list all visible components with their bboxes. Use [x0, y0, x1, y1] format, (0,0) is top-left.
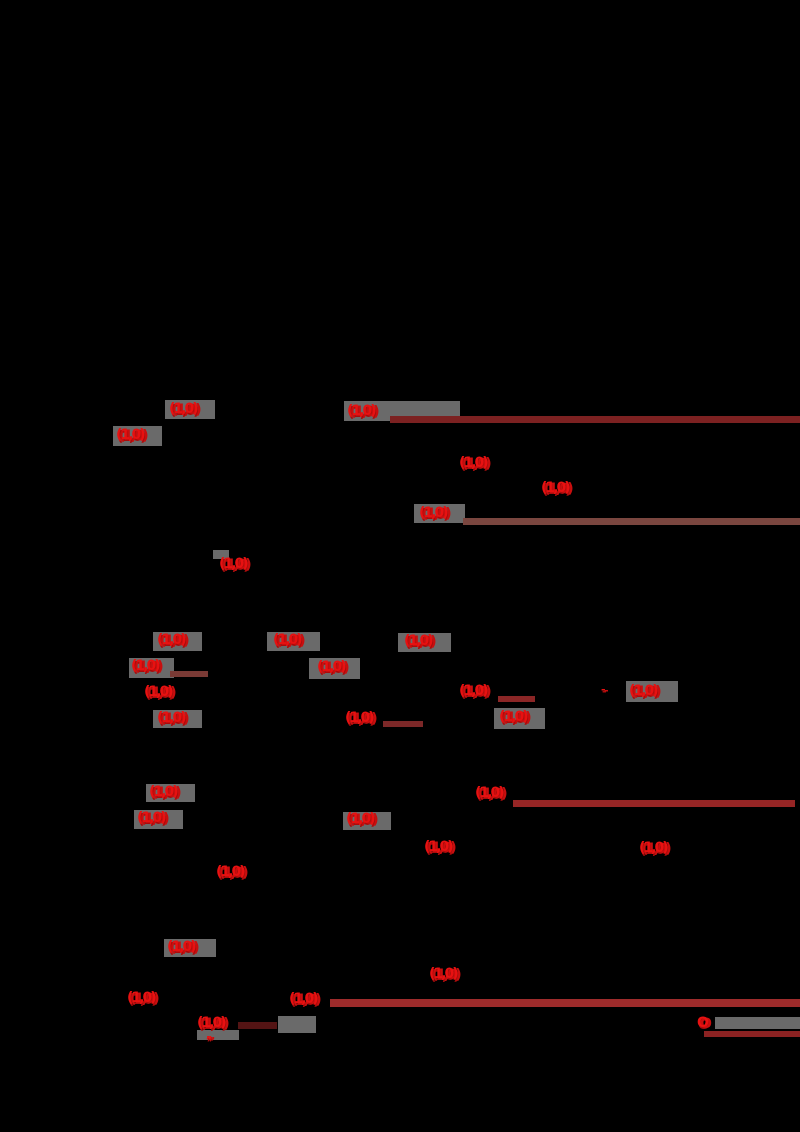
highlight-box: [197, 1030, 239, 1040]
coord-label: (1,0): [429, 966, 459, 982]
coord-label: (1,0): [273, 632, 303, 648]
rule-line: [463, 518, 800, 525]
highlight-box: [414, 504, 465, 523]
coord-label: (1,0): [116, 427, 146, 443]
highlight-box: [213, 550, 229, 559]
coord-label: (1,0): [639, 840, 669, 856]
highlight-box: [153, 710, 202, 728]
coord-label: (1,0): [419, 505, 449, 521]
rule-line: [513, 800, 795, 807]
coord-label: (1,0): [137, 810, 167, 826]
highlight-box: [146, 784, 195, 802]
highlight-box: [267, 632, 320, 651]
coord-label: (1,0): [216, 864, 246, 880]
coord-label: (1,0): [127, 990, 157, 1006]
rule-line: [170, 671, 208, 677]
rule-line: [330, 999, 800, 1007]
coord-label: (1,0): [347, 403, 377, 419]
highlight-box: [129, 658, 174, 678]
coord-label: (1,0): [499, 709, 529, 725]
coord-label: (1,0): [459, 455, 489, 471]
coord-label: (1,0): [459, 683, 489, 699]
coord-label: (1,0): [404, 633, 434, 649]
highlight-box: [153, 632, 202, 651]
coord-label: (1,0): [475, 785, 505, 801]
coord-label: (1,0): [157, 632, 187, 648]
coord-label: (1,0): [219, 556, 249, 572]
label-fragment: ,,: [206, 1028, 213, 1041]
coord-label: (1,0): [346, 811, 376, 827]
highlight-box: [309, 658, 360, 679]
highlight-box: [626, 681, 678, 702]
coord-label: (1,0): [149, 784, 179, 800]
highlight-box: [134, 810, 183, 829]
coord-label: (1,0): [541, 480, 571, 496]
rule-line: [498, 696, 535, 702]
coord-label: (1,0): [157, 710, 187, 726]
coord-label: (1,0): [317, 659, 347, 675]
coord-label: (1,0): [131, 658, 161, 674]
highlight-box: [715, 1017, 800, 1029]
coord-label: (1,0): [345, 710, 375, 726]
coord-label: (1,0): [169, 401, 199, 417]
rule-line: [390, 416, 800, 423]
coord-label: (1,0): [424, 839, 454, 855]
coord-label: (1,0): [167, 939, 197, 955]
rule-line: [238, 1022, 277, 1029]
highlight-box: [494, 708, 545, 729]
coord-label: (1,0): [629, 683, 659, 699]
coord-label: (1,0): [144, 684, 174, 700]
highlight-box: [278, 1016, 316, 1033]
label-fragment: -: [601, 683, 605, 696]
coord-label: (1,0): [289, 991, 319, 1007]
highlight-box: [343, 812, 391, 830]
highlight-box: [165, 400, 215, 419]
highlight-box: [398, 633, 451, 652]
coord-label: O: [697, 1015, 709, 1031]
rule-line: [704, 1031, 800, 1037]
highlight-box: [164, 939, 216, 957]
highlight-box: [113, 426, 162, 446]
rule-line: [383, 721, 423, 727]
coord-label: (1,0): [197, 1015, 227, 1031]
